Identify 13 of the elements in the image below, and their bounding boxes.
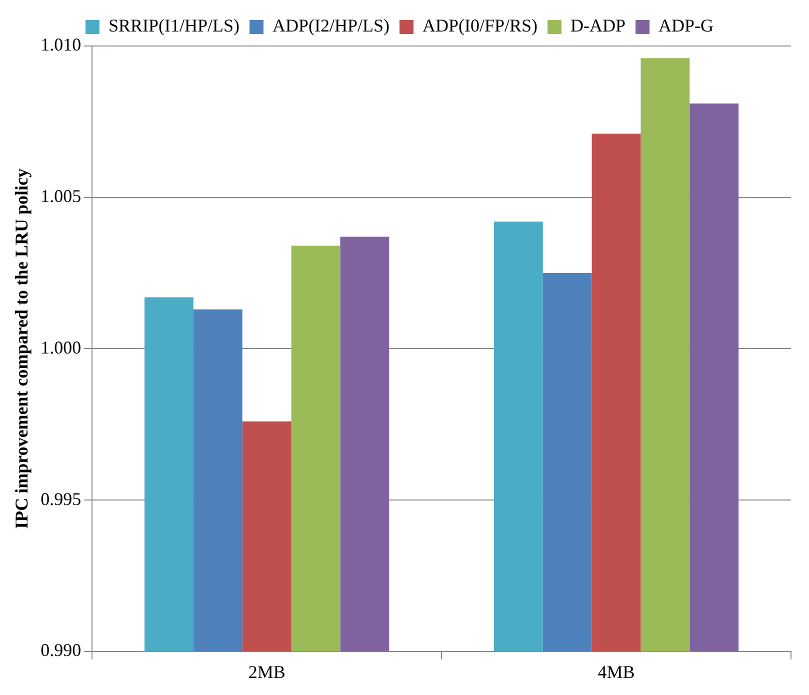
y-tick-label: 0.995 [40, 488, 82, 509]
y-tick-label: 1.000 [40, 337, 82, 358]
x-tick-label: 2MB [248, 662, 286, 682]
x-tick-label: 4MB [598, 662, 635, 682]
y-tick-label: 1.005 [40, 186, 82, 206]
y-axis-title: IPC improvement compared to the LRU policy [11, 168, 32, 529]
legend-label: ADP(I0/FP/RS) [422, 16, 538, 36]
legend-label: D-ADP [570, 16, 626, 36]
legend-label: ADP-G [658, 16, 714, 36]
y-tick-label: 1.010 [40, 34, 82, 55]
y-tick-label: 0.990 [40, 640, 82, 660]
legend-label: ADP(I2/HP/LS) [272, 16, 390, 36]
legend-label: SRRIP(I1/HP/LS) [108, 16, 240, 36]
